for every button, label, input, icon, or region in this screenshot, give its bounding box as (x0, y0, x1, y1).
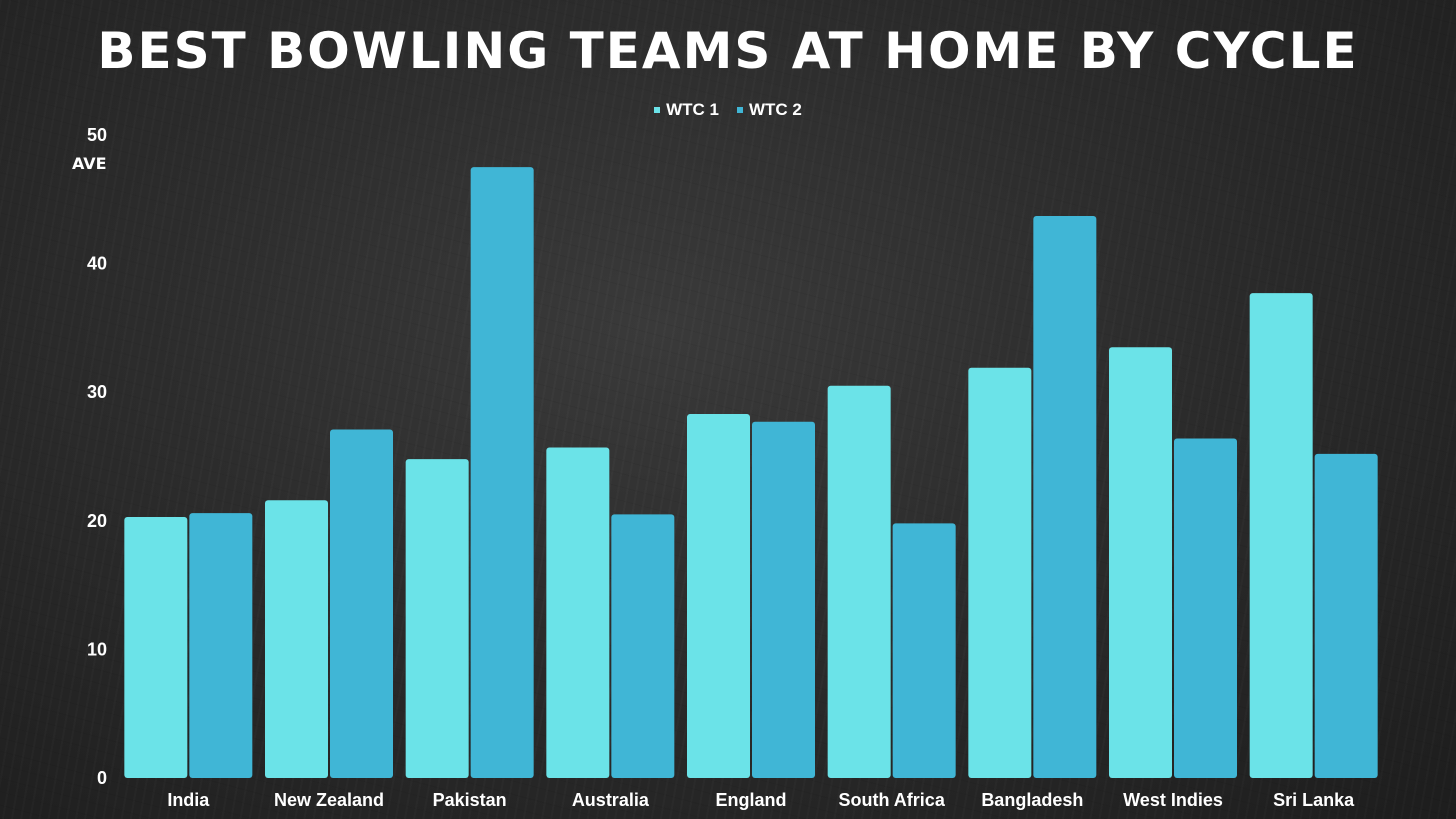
legend-label-wtc1: WTC 1 (666, 100, 719, 119)
bar-india-series-2 (189, 513, 253, 778)
bar-india-series-1 (124, 516, 188, 778)
x-tick-label: West Indies (1123, 790, 1223, 810)
legend-swatch-wtc2 (737, 107, 743, 113)
bar-west-indies-series-2 (1174, 438, 1237, 778)
x-tick-label: Pakistan (433, 790, 507, 810)
bar-pakistan-series-2 (470, 167, 534, 778)
x-tick-label: South Africa (838, 790, 945, 810)
bar-australia-series-1 (546, 447, 610, 778)
bar-bangladesh-series-2 (1033, 216, 1097, 778)
x-tick-label: Bangladesh (981, 790, 1083, 810)
y-tick-label: 20 (87, 511, 107, 531)
bar-australia-series-2 (611, 514, 675, 778)
y-tick-label: 40 (87, 254, 107, 274)
x-tick-label: India (167, 790, 210, 810)
legend-item-wtc2: WTC 2 (737, 100, 802, 120)
bar-bangladesh-series-1 (968, 367, 1032, 778)
y-axis-label: AVE (72, 154, 107, 173)
legend: WTC 1 WTC 2 (0, 100, 1456, 120)
y-tick-label: 10 (87, 639, 107, 659)
legend-swatch-wtc1 (654, 107, 661, 113)
y-tick-label: 30 (87, 382, 107, 402)
bar-pakistan-series-1 (405, 459, 469, 778)
bar-new-zealand-series-1 (265, 500, 328, 778)
bar-south-africa-series-1 (827, 385, 891, 778)
chart-title: Best Bowling Teams at Home by Cycle (97, 22, 1359, 80)
legend-item-wtc1: WTC 1 (654, 100, 719, 120)
bar-sri-lanka-series-1 (1249, 293, 1313, 778)
x-tick-label: England (716, 790, 787, 810)
bar-south-africa-series-2 (892, 523, 956, 778)
bar-england-series-1 (687, 414, 750, 778)
bar-england-series-2 (752, 421, 815, 778)
bar-new-zealand-series-2 (330, 429, 393, 778)
bar-sri-lanka-series-2 (1314, 453, 1378, 778)
y-tick-label: 0 (97, 768, 107, 788)
y-tick-label: 50 (87, 125, 107, 145)
x-tick-label: Sri Lanka (1273, 790, 1355, 810)
x-tick-label: New Zealand (274, 790, 384, 810)
x-tick-label: Australia (572, 790, 650, 810)
bar-west-indies-series-1 (1109, 347, 1172, 778)
legend-label-wtc2: WTC 2 (749, 100, 802, 119)
